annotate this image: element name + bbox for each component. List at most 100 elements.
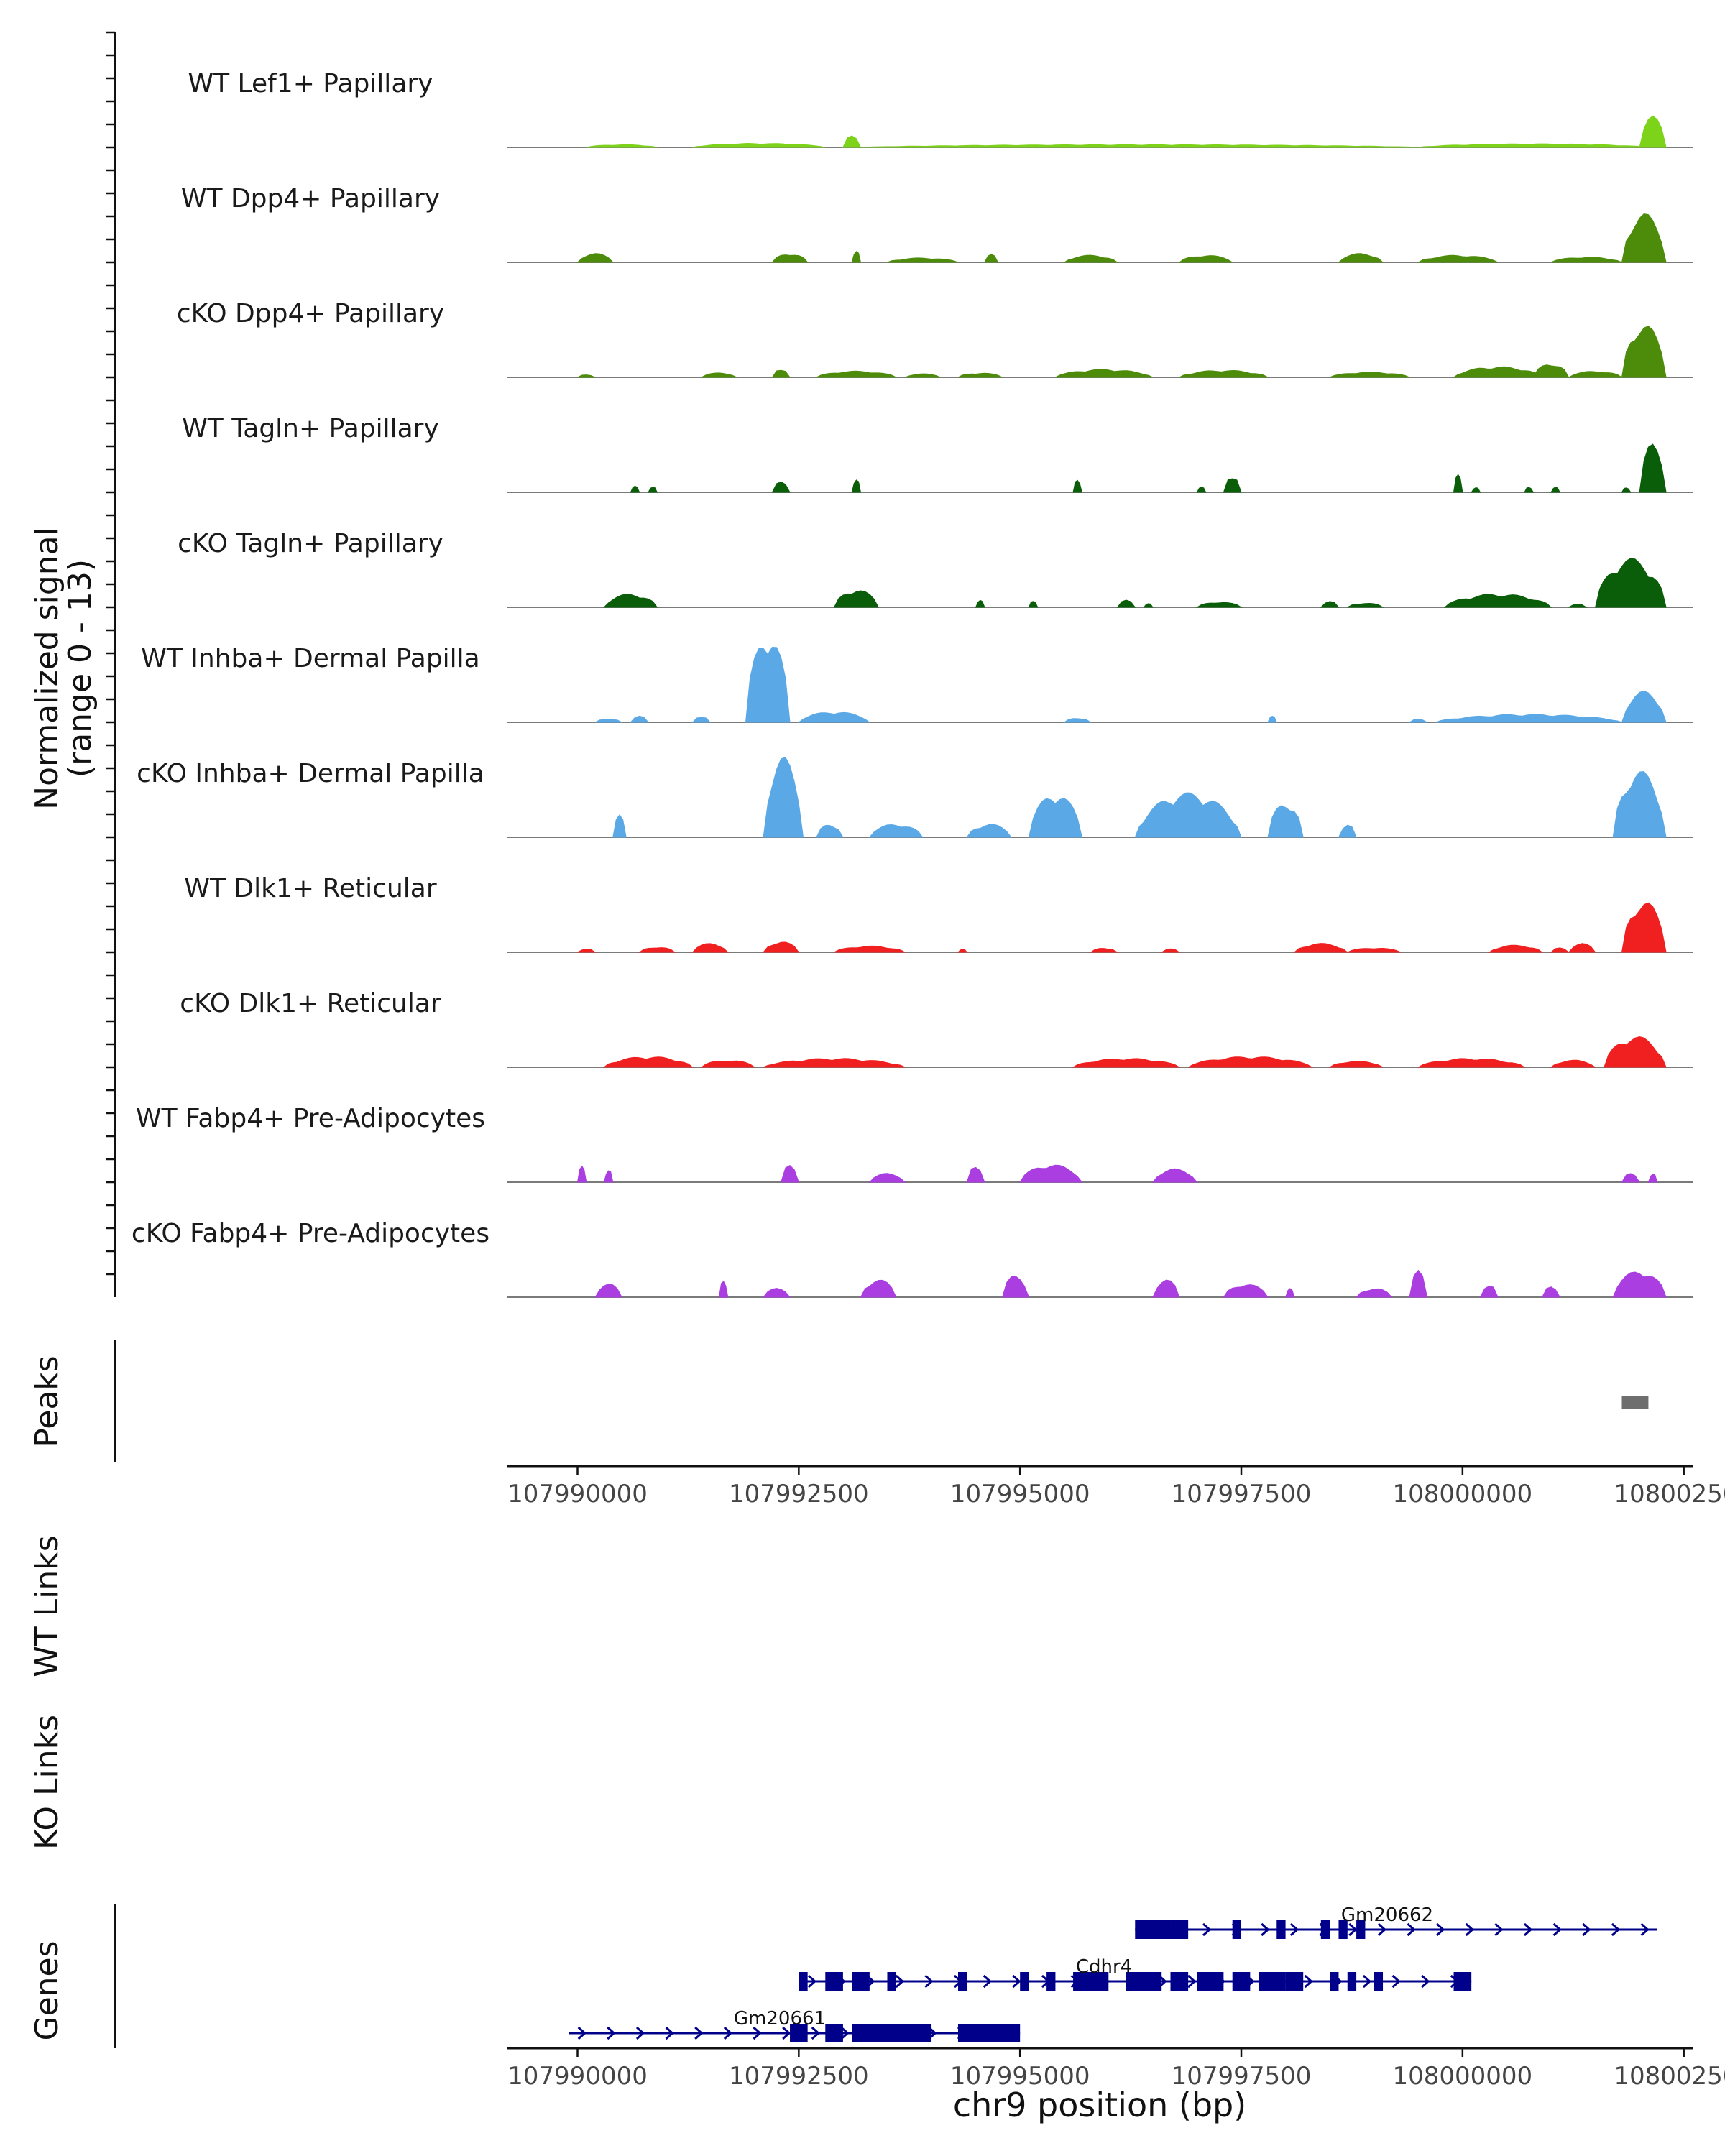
signal-peak xyxy=(763,757,804,838)
signal-peak xyxy=(1612,1271,1667,1298)
signal-peak xyxy=(763,941,800,953)
signal-peak xyxy=(1001,1276,1030,1298)
track-label: cKO Fabp4+ Pre-Adipocytes xyxy=(132,1219,489,1248)
signal-peak xyxy=(860,1279,897,1298)
wt-links-axis-title: WT Links xyxy=(29,1535,65,1677)
signal-peak xyxy=(1639,115,1667,148)
strand-arrow xyxy=(1187,1974,1197,1989)
signal-peak xyxy=(630,715,650,723)
track-8: cKO Dlk1+ Reticular xyxy=(180,989,1693,1068)
exon xyxy=(1020,1972,1029,1991)
strand-arrow xyxy=(983,1974,992,1989)
signal-peak xyxy=(1647,1173,1658,1183)
track-label: WT Dpp4+ Papillary xyxy=(181,184,440,213)
signal-peak xyxy=(1179,369,1269,378)
x-tick-label: 108000000 xyxy=(1393,2062,1533,2091)
peak-region xyxy=(1622,1396,1649,1409)
signal-peak xyxy=(904,373,941,378)
strand-arrow xyxy=(665,2026,674,2040)
x-tick-label: 107990000 xyxy=(507,2062,648,2091)
signal-peak xyxy=(1063,718,1092,723)
signal-peak xyxy=(1187,1056,1314,1068)
strand-arrow xyxy=(577,2026,586,2040)
signal-peak xyxy=(1019,1164,1083,1183)
exon xyxy=(1338,1920,1348,1939)
signal-peak xyxy=(1418,143,1649,148)
track-label: cKO Inhba+ Dermal Papilla xyxy=(137,759,484,788)
strand-arrow xyxy=(1289,1922,1300,1937)
track-label: WT Tagln+ Papillary xyxy=(182,414,439,443)
coverage-tracks: WT Lef1+ Papillary WT Dpp4+ Papillary cKO … xyxy=(132,69,1693,1298)
exon xyxy=(1320,1920,1330,1939)
signal-peak xyxy=(1621,487,1632,493)
peaks-track xyxy=(1622,1396,1649,1409)
signal-peak xyxy=(1151,1168,1198,1183)
track-4: cKO Tagln+ Papillary xyxy=(178,529,1693,608)
signal-peak xyxy=(957,949,968,953)
strand-arrow xyxy=(694,2026,704,2040)
strand-arrow xyxy=(1421,1974,1430,1989)
signal-peak xyxy=(603,1170,614,1183)
signal-peak xyxy=(1568,943,1596,953)
signal-peak xyxy=(833,590,880,608)
signal-peak xyxy=(1541,1286,1561,1298)
gene-label: Cdhr4 xyxy=(1076,1956,1132,1978)
exon xyxy=(1276,1920,1286,1939)
strand-arrow xyxy=(1523,1922,1533,1937)
strand-arrow xyxy=(1582,1922,1591,1937)
track-7: WT Dlk1+ Reticular xyxy=(184,874,1693,953)
exon xyxy=(1046,1972,1056,1991)
signal-peak xyxy=(577,374,596,378)
strand-arrow xyxy=(1465,1922,1474,1937)
signal-peak xyxy=(1621,326,1667,378)
track-0: WT Lef1+ Papillary xyxy=(188,69,1693,148)
signal-peak xyxy=(1055,369,1154,378)
ko-links-axis-title: KO Links xyxy=(29,1715,65,1850)
signal-peak xyxy=(1028,601,1039,608)
track-9: WT Fabp4+ Pre-Adipocytes xyxy=(136,1104,1693,1183)
signal-peak xyxy=(1417,254,1499,263)
exon xyxy=(825,2024,843,2042)
peaks-axis-title: Peaks xyxy=(29,1355,65,1447)
signal-peak xyxy=(1550,947,1570,953)
signal-peak xyxy=(1532,364,1570,378)
signal-peak xyxy=(1090,948,1119,953)
signal-peak xyxy=(851,479,862,493)
signal-peak xyxy=(1160,948,1181,953)
track-label: cKO Tagln+ Papillary xyxy=(178,529,443,558)
signal-peak xyxy=(1550,257,1622,263)
x-tick-label: 107992500 xyxy=(729,2062,869,2091)
exon xyxy=(1232,1920,1242,1939)
strand-arrow xyxy=(1261,1922,1270,1937)
signal-peak xyxy=(1621,902,1667,953)
signal-peak xyxy=(638,947,676,953)
exon xyxy=(1126,1972,1162,1991)
strand-arrow xyxy=(840,2026,850,2040)
x-tick-label: 107990000 xyxy=(507,1480,648,1508)
signal-peak xyxy=(1267,805,1304,838)
exon xyxy=(957,2024,1021,2042)
exon xyxy=(1170,1972,1189,1991)
strand-arrow xyxy=(607,2026,616,2040)
strand-arrow xyxy=(807,1974,817,1989)
signal-peak xyxy=(1028,798,1083,838)
exon xyxy=(1356,1920,1366,1939)
signal-peak xyxy=(1594,558,1667,608)
signal-peak xyxy=(966,1166,985,1183)
signal-peak xyxy=(763,1288,791,1298)
signal-peak xyxy=(630,485,640,493)
signal-peak xyxy=(868,1173,906,1183)
signal-peak xyxy=(1338,824,1357,838)
track-label: WT Lef1+ Papillary xyxy=(188,69,433,98)
strand-arrow xyxy=(1436,1922,1445,1937)
signal-peak xyxy=(1621,213,1667,263)
signal-peak xyxy=(576,253,614,263)
strand-arrow xyxy=(1392,1974,1401,1989)
signal-peak xyxy=(1116,599,1136,608)
signal-peak xyxy=(1329,371,1410,378)
signal-peak xyxy=(1196,487,1207,493)
signal-peak xyxy=(1134,792,1242,838)
x-tick-label: 107995000 xyxy=(950,2062,1090,2091)
signal-peak xyxy=(1471,487,1481,493)
signal-peak xyxy=(816,370,897,378)
